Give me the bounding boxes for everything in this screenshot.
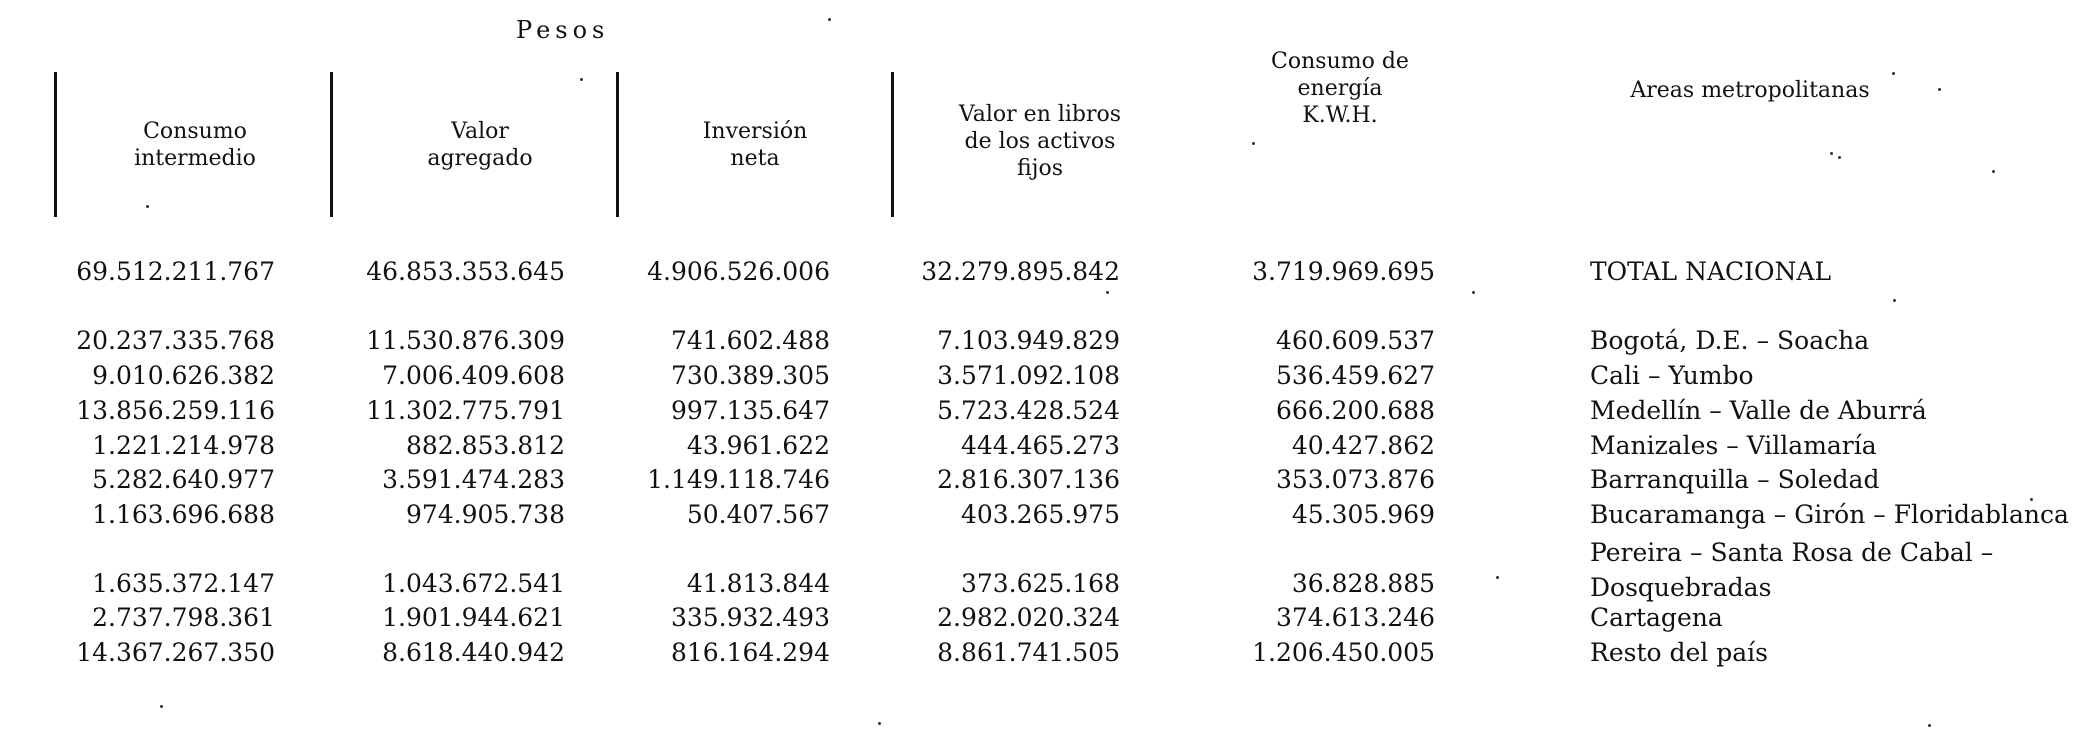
scan-speck [1106, 291, 1109, 294]
cell-consumo-intermedio: 1.221.214.978 [92, 431, 275, 460]
cell-valor-libros: 8.861.741.505 [937, 638, 1120, 667]
scan-speck [1496, 576, 1499, 579]
scan-speck [146, 205, 149, 208]
cell-valor-agregado: 1.901.944.621 [382, 603, 565, 632]
cell-valor-agregado: 46.853.353.645 [366, 257, 565, 286]
cell-area: Barranquilla – Soledad [1590, 465, 1880, 494]
column-divider [54, 72, 57, 217]
cell-area: Pereira – Santa Rosa de Cabal – Dosquebr… [1590, 538, 1994, 602]
scan-speck [1992, 170, 1995, 173]
cell-valor-libros: 373.625.168 [960, 569, 1120, 598]
cell-consumo-energia: 460.609.537 [1275, 326, 1435, 355]
cell-consumo-energia: 40.427.862 [1291, 431, 1435, 460]
cell-inversion-neta: 335.932.493 [670, 603, 830, 632]
cell-consumo-intermedio: 14.367.267.350 [76, 638, 275, 667]
column-header-inversion-neta: Inversión neta [702, 119, 808, 171]
cell-area: Resto del país [1590, 638, 1768, 667]
cell-valor-agregado: 3.591.474.283 [382, 465, 565, 494]
cell-consumo-intermedio: 20.237.335.768 [76, 326, 275, 355]
cell-consumo-intermedio: 2.737.798.361 [92, 603, 275, 632]
scan-speck [1892, 72, 1895, 75]
cell-consumo-intermedio: 9.010.626.382 [92, 361, 275, 390]
cell-inversion-neta: 43.961.622 [686, 431, 830, 460]
cell-consumo-energia: 536.459.627 [1275, 361, 1435, 390]
column-divider [891, 72, 894, 217]
column-header-consumo-intermedio: Consumo intermedio [134, 119, 256, 171]
scan-speck [1838, 156, 1841, 159]
pesos-header: Pesos [516, 16, 610, 44]
scan-speck [1830, 152, 1833, 155]
cell-valor-libros: 444.465.273 [960, 431, 1120, 460]
cell-valor-libros: 2.816.307.136 [937, 465, 1120, 494]
cell-consumo-intermedio: 1.635.372.147 [92, 569, 275, 598]
scan-speck [160, 705, 163, 708]
scan-speck [1472, 291, 1475, 294]
cell-consumo-intermedio: 1.163.696.688 [92, 500, 275, 529]
cell-inversion-neta: 1.149.118.746 [647, 465, 830, 494]
cell-valor-agregado: 882.853.812 [405, 431, 565, 460]
column-divider [616, 72, 619, 217]
cell-consumo-energia: 36.828.885 [1291, 569, 1435, 598]
cell-valor-agregado: 7.006.409.608 [382, 361, 565, 390]
cell-area: Manizales – Villamaría [1590, 431, 1877, 460]
cell-consumo-intermedio: 13.856.259.116 [76, 396, 275, 425]
cell-valor-agregado: 8.618.440.942 [382, 638, 565, 667]
cell-valor-agregado: 974.905.738 [405, 500, 565, 529]
cell-consumo-energia: 3.719.969.695 [1252, 257, 1435, 286]
column-header-valor-libros: Valor en libros de los activos fijos [958, 102, 1122, 181]
cell-consumo-intermedio: 5.282.640.977 [92, 465, 275, 494]
cell-valor-libros: 2.982.020.324 [937, 603, 1120, 632]
cell-consumo-energia: 374.613.246 [1275, 603, 1435, 632]
cell-consumo-energia: 1.206.450.005 [1252, 638, 1435, 667]
column-divider [330, 72, 333, 217]
cell-inversion-neta: 741.602.488 [670, 326, 830, 355]
cell-area: Bucaramanga – Girón – Floridablanca [1590, 500, 2069, 529]
cell-consumo-energia: 666.200.688 [1275, 396, 1435, 425]
cell-area: Bogotá, D.E. – Soacha [1590, 326, 1870, 355]
scan-speck [1893, 299, 1896, 302]
cell-inversion-neta: 4.906.526.006 [647, 257, 830, 286]
cell-area: TOTAL NACIONAL [1590, 257, 1832, 286]
cell-inversion-neta: 997.135.647 [670, 396, 830, 425]
cell-consumo-energia: 45.305.969 [1291, 500, 1435, 529]
cell-area: Medellín – Valle de Aburrá [1590, 396, 1927, 425]
cell-valor-agregado: 11.302.775.791 [366, 396, 565, 425]
cell-inversion-neta: 730.389.305 [670, 361, 830, 390]
scan-speck [580, 78, 583, 81]
scan-speck [828, 18, 831, 21]
scan-speck [1928, 724, 1931, 727]
cell-valor-agregado: 11.530.876.309 [366, 326, 565, 355]
scan-speck [1938, 88, 1941, 91]
cell-inversion-neta: 816.164.294 [670, 638, 830, 667]
cell-consumo-intermedio: 69.512.211.767 [76, 257, 275, 286]
cell-inversion-neta: 50.407.567 [686, 500, 830, 529]
scan-speck [1252, 142, 1255, 145]
cell-consumo-energia: 353.073.876 [1275, 465, 1435, 494]
scan-speck [2030, 498, 2033, 501]
cell-valor-libros: 7.103.949.829 [937, 326, 1120, 355]
column-header-areas-metropolitanas: Areas metropolitanas [1630, 78, 1870, 103]
column-header-consumo-energia: Consumo de energía K.W.H. [1271, 49, 1409, 128]
cell-valor-libros: 5.723.428.524 [937, 396, 1120, 425]
column-header-valor-agregado: Valor agregado [427, 119, 533, 171]
cell-area: Cali – Yumbo [1590, 361, 1754, 390]
cell-valor-agregado: 1.043.672.541 [382, 569, 565, 598]
cell-valor-libros: 3.571.092.108 [937, 361, 1120, 390]
cell-area: Cartagena [1590, 603, 1723, 632]
cell-inversion-neta: 41.813.844 [686, 569, 830, 598]
scan-speck [878, 722, 881, 725]
cell-valor-libros: 403.265.975 [960, 500, 1120, 529]
cell-valor-libros: 32.279.895.842 [921, 257, 1120, 286]
